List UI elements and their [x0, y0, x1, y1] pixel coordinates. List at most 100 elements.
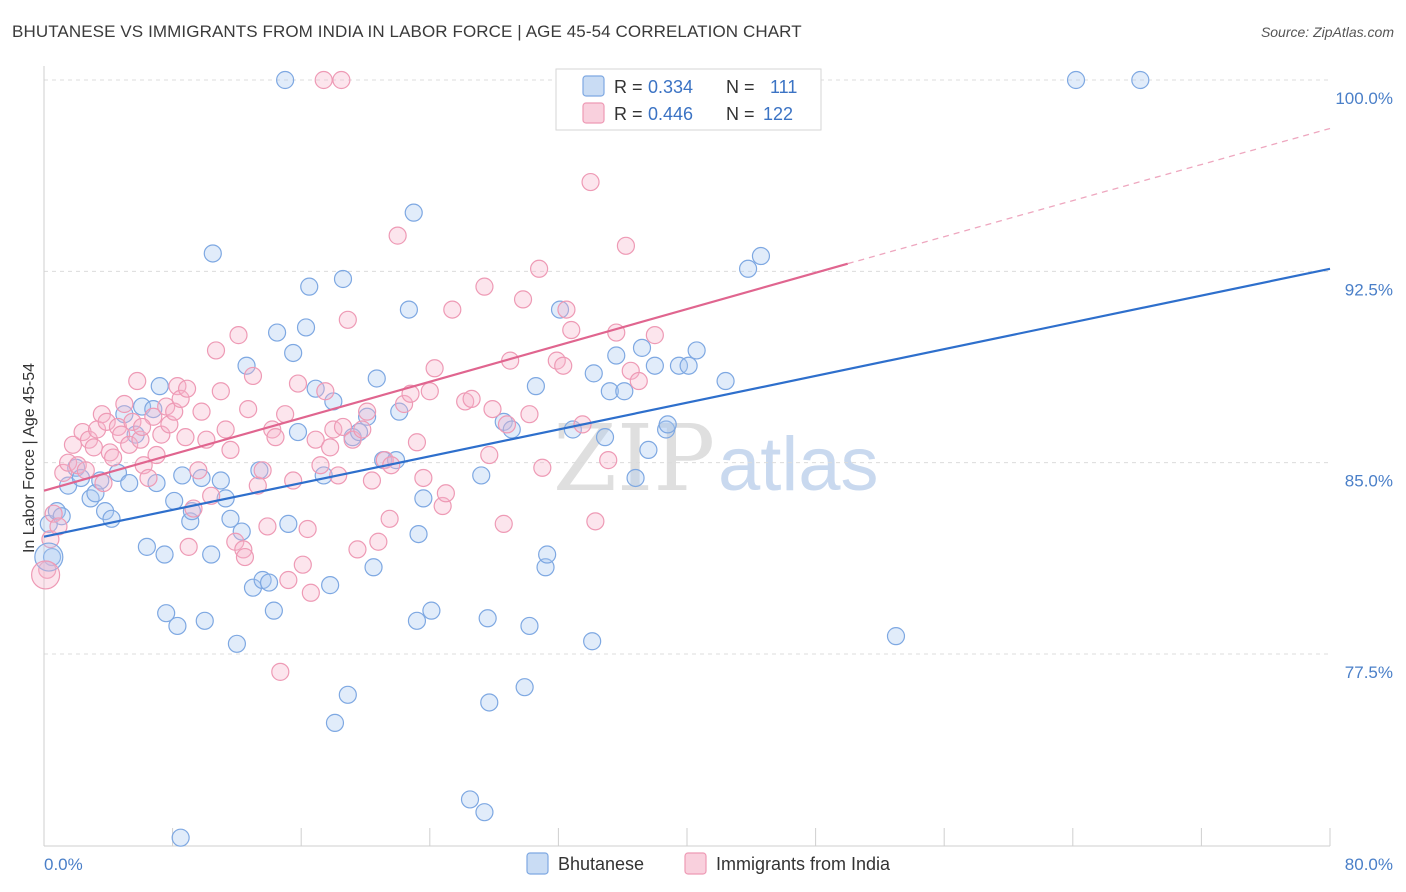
point-bhutanese — [137, 537, 156, 556]
point-bhutanese — [538, 545, 557, 564]
point-bhutanese — [687, 341, 706, 360]
point-bhutanese — [173, 466, 192, 485]
point-bhutanese — [367, 369, 386, 388]
point-bhutanese — [325, 713, 345, 732]
legend-n-value-2: 122 — [763, 104, 793, 124]
point-india — [497, 415, 517, 434]
point-india — [258, 517, 277, 536]
point-india — [184, 499, 203, 518]
point-india — [234, 540, 253, 559]
point-india — [123, 412, 142, 431]
point-india — [414, 468, 433, 488]
point-bhutanese — [171, 828, 190, 847]
point-bhutanese — [296, 318, 316, 337]
point-bhutanese — [669, 356, 689, 375]
point-india — [171, 389, 190, 408]
bottom-legend-label-bhutanese: Bhutanese — [558, 854, 644, 874]
point-bhutanese — [595, 428, 615, 447]
point-india — [599, 451, 618, 470]
point-india — [494, 514, 513, 533]
point-bhutanese — [300, 277, 319, 296]
point-bhutanese — [404, 203, 423, 222]
point-india — [338, 310, 357, 329]
point-india — [425, 359, 444, 378]
point-india — [288, 374, 308, 393]
point-india — [206, 341, 226, 360]
point-bhutanese — [165, 491, 184, 511]
point-bhutanese — [515, 678, 534, 697]
point-bhutanese — [639, 440, 658, 460]
point-india — [84, 438, 103, 457]
y-tick-label: 85.0% — [1345, 472, 1393, 491]
point-bhutanese — [364, 558, 383, 577]
point-india — [407, 433, 427, 452]
point-india — [380, 509, 399, 528]
point-bhutanese — [584, 364, 603, 383]
point-india — [348, 540, 367, 559]
point-bhutanese — [1066, 70, 1086, 90]
point-bhutanese — [716, 371, 735, 391]
point-india — [530, 259, 549, 278]
point-india — [301, 583, 320, 602]
point-bhutanese — [221, 509, 240, 528]
point-india — [388, 226, 407, 245]
point-bhutanese — [227, 634, 246, 653]
legend-n-label-2: N = — [726, 104, 755, 124]
point-bhutanese — [203, 244, 222, 263]
point-bhutanese — [232, 522, 251, 541]
point-india — [420, 382, 439, 401]
point-india — [139, 468, 158, 488]
point-india — [243, 366, 263, 386]
point-india — [235, 547, 255, 567]
point-bhutanese — [583, 632, 602, 651]
point-india — [94, 473, 113, 493]
point-bhutanese — [168, 616, 187, 636]
point-india — [480, 445, 499, 465]
point-bhutanese — [658, 415, 677, 434]
point-india — [176, 428, 195, 447]
point-india — [253, 461, 272, 480]
point-india — [54, 463, 73, 482]
point-bhutanese — [409, 524, 428, 544]
point-bhutanese — [399, 300, 419, 319]
point-india — [115, 394, 134, 414]
y-tick-label: 92.5% — [1345, 280, 1393, 299]
chart-title: BHUTANESE VS IMMIGRANTS FROM INDIA IN LA… — [12, 22, 802, 41]
point-india — [100, 443, 120, 462]
point-bhutanese — [738, 259, 758, 278]
point-india — [321, 438, 340, 457]
point-bhutanese — [202, 545, 221, 564]
point-bhutanese — [1131, 70, 1150, 90]
trend-line-india — [43, 262, 849, 492]
point-india — [369, 532, 388, 551]
point-india — [554, 356, 573, 375]
legend-r-label-1: R = — [614, 77, 643, 97]
point-bhutanese — [472, 466, 491, 485]
point-bhutanese — [626, 468, 645, 488]
bottom-legend-swatch-india — [684, 852, 707, 875]
point-india — [216, 420, 235, 439]
point-india — [31, 560, 61, 590]
point-bhutanese — [157, 604, 176, 623]
point-india — [266, 428, 285, 447]
bottom-legend: Bhutanese Immigrants from India — [526, 852, 891, 875]
x-tick-label-min: 0.0% — [44, 855, 83, 874]
trend-lines — [43, 127, 1331, 538]
point-bhutanese — [279, 514, 298, 533]
point-india — [520, 405, 539, 424]
trend-line-bhutanese — [43, 267, 1331, 538]
point-india — [475, 277, 494, 296]
point-india — [353, 420, 372, 439]
bottom-legend-swatch-bhutanese — [526, 852, 549, 875]
point-india — [120, 435, 139, 454]
point-bhutanese — [132, 397, 152, 416]
point-india — [311, 456, 330, 475]
point-india — [316, 382, 335, 401]
point-bhutanese — [645, 356, 664, 375]
point-bhutanese — [120, 473, 139, 493]
point-bhutanese — [34, 542, 64, 572]
point-india — [229, 326, 248, 345]
point-india — [483, 399, 502, 419]
point-india — [443, 300, 462, 319]
